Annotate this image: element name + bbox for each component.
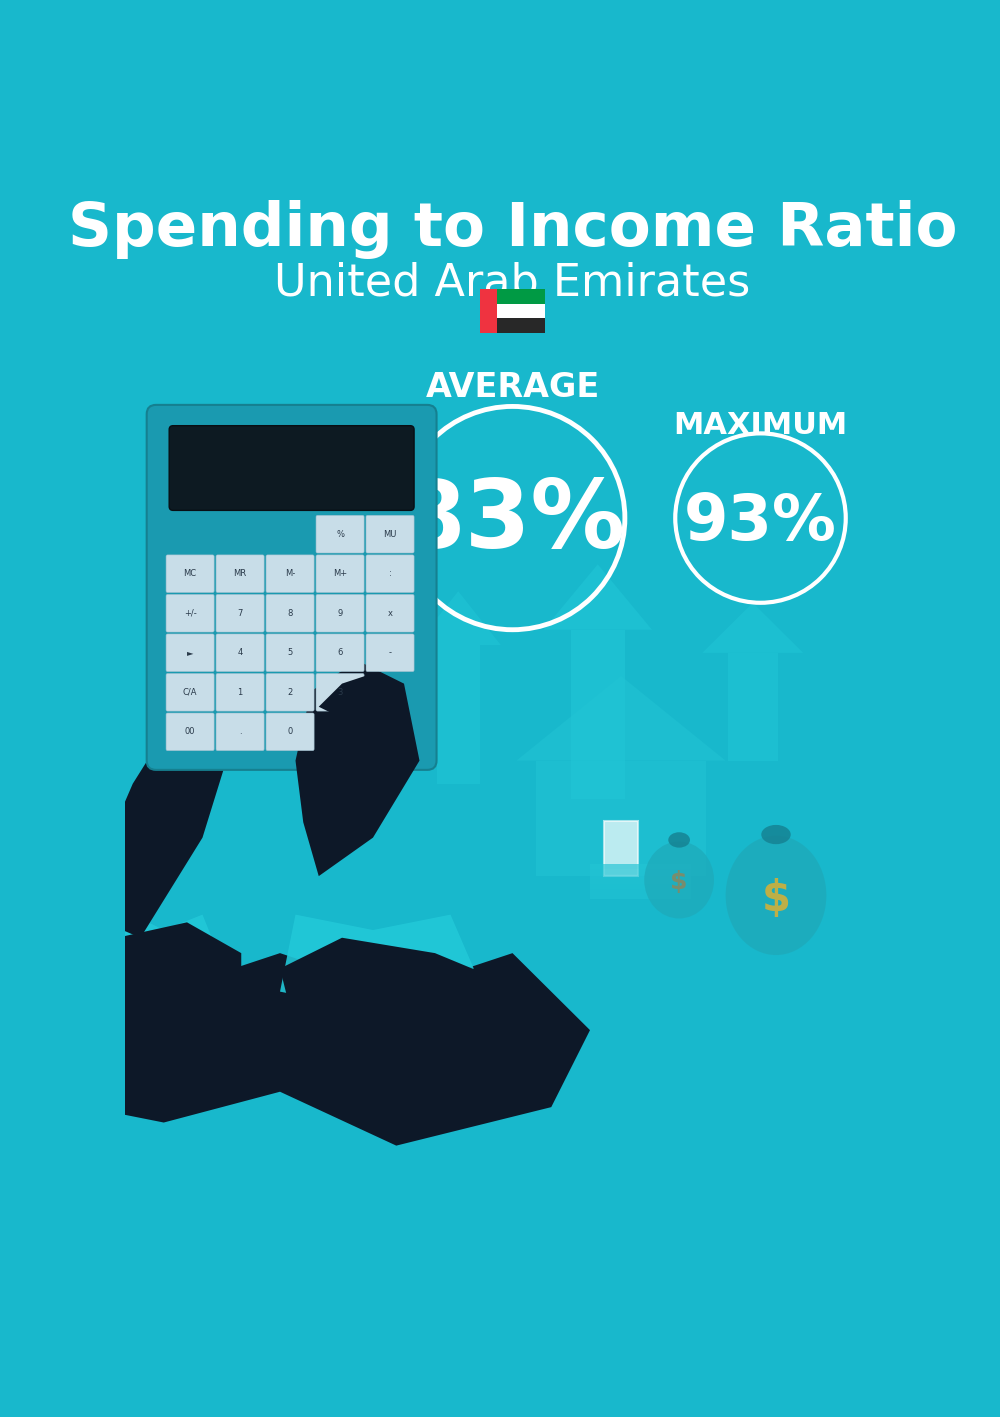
- Text: $: $: [670, 870, 688, 894]
- Bar: [497, 319, 545, 333]
- Text: 93%: 93%: [684, 490, 837, 553]
- FancyBboxPatch shape: [216, 555, 264, 592]
- Text: C/A: C/A: [183, 687, 197, 697]
- Text: 00: 00: [185, 727, 195, 737]
- Bar: [571, 629, 625, 799]
- FancyBboxPatch shape: [266, 713, 314, 751]
- Text: %: %: [336, 530, 344, 538]
- Text: 3: 3: [337, 687, 343, 697]
- Ellipse shape: [761, 825, 791, 845]
- FancyBboxPatch shape: [166, 633, 214, 672]
- Text: United Arab Emirates: United Arab Emirates: [274, 262, 751, 305]
- Text: 75%: 75%: [188, 490, 341, 553]
- Text: MU: MU: [383, 530, 397, 538]
- Polygon shape: [280, 914, 474, 1015]
- Bar: [590, 894, 691, 900]
- FancyBboxPatch shape: [266, 595, 314, 632]
- FancyBboxPatch shape: [147, 405, 437, 769]
- FancyBboxPatch shape: [366, 555, 414, 592]
- FancyBboxPatch shape: [316, 516, 364, 553]
- Text: Spending to Income Ratio: Spending to Income Ratio: [68, 200, 957, 259]
- FancyBboxPatch shape: [166, 673, 214, 711]
- FancyBboxPatch shape: [169, 425, 414, 510]
- Text: x: x: [388, 609, 393, 618]
- Text: 6: 6: [337, 648, 343, 657]
- Bar: [590, 888, 691, 894]
- FancyBboxPatch shape: [316, 555, 364, 592]
- Text: 2: 2: [287, 687, 293, 697]
- FancyBboxPatch shape: [366, 516, 414, 553]
- Text: 9: 9: [337, 609, 343, 618]
- Bar: [497, 303, 545, 319]
- Text: AVERAGE: AVERAGE: [425, 371, 600, 404]
- Polygon shape: [416, 591, 501, 645]
- Text: M+: M+: [333, 570, 347, 578]
- FancyBboxPatch shape: [166, 713, 214, 751]
- Text: 7: 7: [237, 609, 243, 618]
- Bar: [728, 653, 778, 761]
- FancyBboxPatch shape: [316, 633, 364, 672]
- Text: 8: 8: [287, 609, 293, 618]
- FancyBboxPatch shape: [216, 595, 264, 632]
- Bar: [604, 820, 638, 876]
- Ellipse shape: [726, 836, 826, 955]
- Polygon shape: [280, 938, 528, 1068]
- Bar: [497, 289, 545, 303]
- FancyBboxPatch shape: [216, 673, 264, 711]
- Text: 1: 1: [237, 687, 243, 697]
- Bar: [590, 884, 691, 890]
- Text: MC: MC: [184, 570, 197, 578]
- Polygon shape: [86, 954, 590, 1145]
- Ellipse shape: [668, 832, 690, 847]
- Polygon shape: [296, 660, 420, 876]
- Bar: [480, 289, 497, 333]
- Bar: [590, 869, 691, 874]
- Bar: [590, 864, 691, 869]
- FancyBboxPatch shape: [216, 713, 264, 751]
- Text: .: .: [239, 727, 241, 737]
- Text: M-: M-: [285, 570, 295, 578]
- Text: +/-: +/-: [184, 609, 196, 618]
- FancyBboxPatch shape: [366, 595, 414, 632]
- Text: -: -: [389, 648, 392, 657]
- Polygon shape: [319, 676, 381, 723]
- Bar: [437, 645, 480, 784]
- FancyBboxPatch shape: [266, 633, 314, 672]
- Polygon shape: [516, 676, 726, 761]
- Bar: [536, 761, 706, 876]
- Text: MAXIMUM: MAXIMUM: [673, 411, 848, 441]
- Text: 0: 0: [287, 727, 293, 737]
- Polygon shape: [102, 922, 241, 1046]
- Text: 83%: 83%: [399, 476, 626, 568]
- Text: 5: 5: [287, 648, 293, 657]
- Bar: [604, 820, 638, 876]
- Text: MINIMUM: MINIMUM: [183, 411, 346, 441]
- Bar: [590, 879, 691, 884]
- FancyBboxPatch shape: [216, 633, 264, 672]
- FancyBboxPatch shape: [316, 673, 364, 711]
- Text: $: $: [762, 879, 790, 920]
- FancyBboxPatch shape: [166, 595, 214, 632]
- FancyBboxPatch shape: [316, 595, 364, 632]
- FancyBboxPatch shape: [166, 555, 214, 592]
- Text: :: :: [389, 570, 391, 578]
- FancyBboxPatch shape: [366, 633, 414, 672]
- Text: 4: 4: [237, 648, 243, 657]
- FancyBboxPatch shape: [266, 673, 314, 711]
- Text: ►: ►: [187, 648, 193, 657]
- Polygon shape: [702, 602, 803, 653]
- Polygon shape: [86, 707, 234, 938]
- FancyBboxPatch shape: [266, 555, 314, 592]
- Bar: [590, 874, 691, 879]
- Polygon shape: [544, 564, 652, 629]
- Polygon shape: [86, 907, 218, 983]
- Text: MR: MR: [234, 570, 247, 578]
- Ellipse shape: [644, 842, 714, 918]
